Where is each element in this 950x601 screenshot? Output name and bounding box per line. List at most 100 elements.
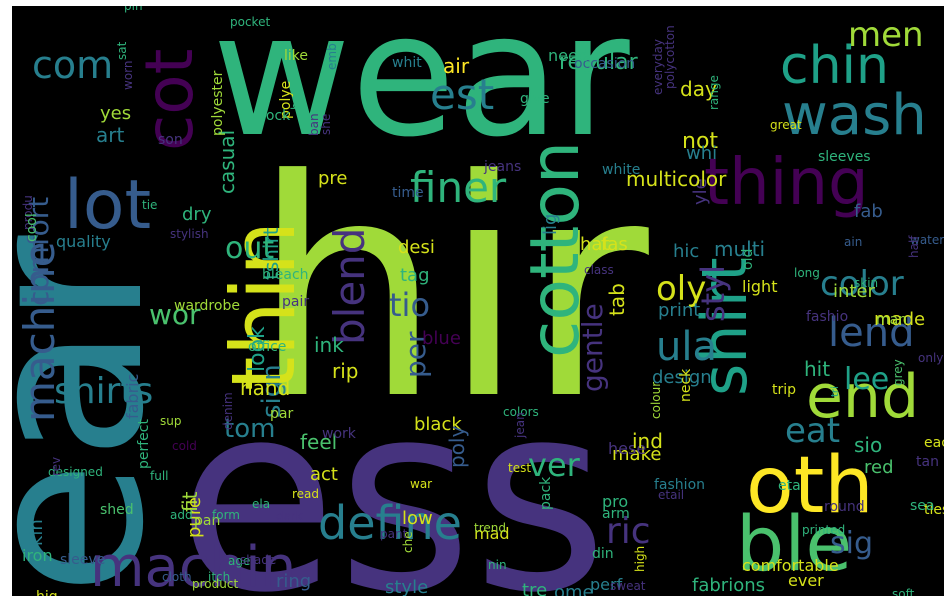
cloud-word: white <box>602 162 640 178</box>
cloud-word: gentle <box>576 303 609 392</box>
cloud-word: arm <box>602 506 630 522</box>
cloud-word: ear <box>12 235 192 596</box>
cloud-word: black <box>414 414 462 435</box>
cloud-word: eta <box>778 478 801 494</box>
cloud-word: trend <box>474 521 506 535</box>
cloud-word: day <box>680 77 717 101</box>
cloud-word: rev <box>49 457 63 476</box>
cloud-word: fabrions <box>692 575 765 596</box>
cloud-word: pocket <box>230 15 270 29</box>
cloud-word: neck <box>678 368 694 402</box>
cloud-word: ver <box>528 446 581 484</box>
cloud-word: style <box>385 577 428 596</box>
cloud-word: wor <box>149 298 201 331</box>
cloud-word: ble <box>736 499 852 588</box>
cloud-word: yes <box>100 103 131 124</box>
cloud-word: ain <box>844 235 862 249</box>
cloud-word: sat <box>115 41 129 60</box>
cloud-word: only <box>918 351 943 365</box>
cloud-word: long <box>794 266 820 280</box>
cloud-word: ric <box>606 511 651 552</box>
cloud-word: cloth <box>162 570 192 584</box>
cloud-word: cot <box>131 48 208 151</box>
cloud-word: casual <box>215 130 239 194</box>
cloud-word: ula <box>656 324 717 370</box>
cloud-word: ban <box>307 113 321 136</box>
cloud-word: quality <box>56 232 111 251</box>
cloud-word: shed <box>100 502 134 518</box>
cloud-word: she <box>319 114 333 135</box>
cloud-word: worn <box>121 61 135 90</box>
cloud-word: look <box>245 326 270 372</box>
cloud-word: water <box>910 233 944 247</box>
cloud-word: ess <box>177 348 608 596</box>
cloud-word: emb <box>325 43 339 70</box>
cloud-word: great <box>770 118 802 132</box>
cloud-word: hit <box>804 357 830 381</box>
cloud-word: com <box>32 43 113 87</box>
cloud-word: test <box>508 461 531 475</box>
cloud-word: everyday <box>651 39 665 95</box>
cloud-word: che <box>401 531 415 553</box>
cloud-word: add <box>170 508 193 522</box>
cloud-word: each <box>924 435 944 451</box>
cloud-word: round <box>824 499 865 515</box>
cloud-word: inter <box>833 281 876 302</box>
cloud-word: pro <box>602 492 628 511</box>
cloud-word: ever <box>788 571 824 590</box>
cloud-word: dark <box>276 509 303 523</box>
cloud-word: tshirt <box>259 227 283 280</box>
cloud-word: hese <box>608 439 646 458</box>
cloud-word: lee <box>844 362 889 397</box>
cloud-word: wash <box>782 83 927 148</box>
cloud-word: pant <box>380 527 408 541</box>
cloud-word: fashio <box>806 309 848 325</box>
cloud-word: ind <box>632 429 663 453</box>
cloud-word: hic <box>673 241 699 262</box>
cloud-word: cool <box>24 213 40 242</box>
cloud-word: fabric <box>123 374 142 419</box>
cloud-word: ring <box>276 571 311 592</box>
cloud-word: soft <box>892 587 915 596</box>
cloud-word: define <box>318 496 462 550</box>
cloud-word: polyester <box>210 70 226 136</box>
cloud-word: pan <box>194 513 220 529</box>
cloud-word: pair <box>282 294 309 310</box>
cloud-word: chin <box>780 36 889 96</box>
cloud-word: tri <box>830 386 841 397</box>
cloud-word: ink <box>314 333 344 357</box>
cloud-word: hot <box>289 90 303 110</box>
cloud-word: tag <box>400 265 430 286</box>
cloud-word: oth <box>746 441 874 531</box>
cloud-word: designed <box>48 465 103 479</box>
cloud-word: tre <box>522 580 547 596</box>
cloud-word: oly <box>656 269 706 309</box>
cloud-word: end <box>806 362 919 432</box>
cloud-word: blue <box>422 328 461 349</box>
cloud-word: multi <box>714 237 765 261</box>
cloud-word: etail <box>658 488 684 502</box>
cloud-word: sio <box>854 433 882 457</box>
cloud-word: rip <box>332 359 358 383</box>
cloud-word: hat <box>580 234 610 255</box>
cloud-word: time <box>392 185 424 201</box>
cloud-word: read <box>292 487 319 501</box>
cloud-word: fit <box>178 491 202 512</box>
cloud-word: light <box>742 277 777 296</box>
cloud-word: trip <box>772 382 796 398</box>
cloud-word: whi <box>686 143 717 164</box>
cloud-word: class <box>584 263 614 277</box>
cloud-word: office <box>248 339 286 355</box>
cloud-word: high <box>633 546 647 572</box>
cloud-word: jean <box>513 412 527 439</box>
cloud-word: man <box>876 312 907 328</box>
cloud-word: color <box>820 264 904 304</box>
cloud-word: comfort <box>22 197 55 306</box>
cloud-word: poly <box>445 426 469 468</box>
cloud-word: whit <box>392 55 422 71</box>
cloud-word: bleach <box>262 267 309 283</box>
cloud-word: cold <box>172 439 197 453</box>
cloud-word: shirts <box>54 371 153 412</box>
